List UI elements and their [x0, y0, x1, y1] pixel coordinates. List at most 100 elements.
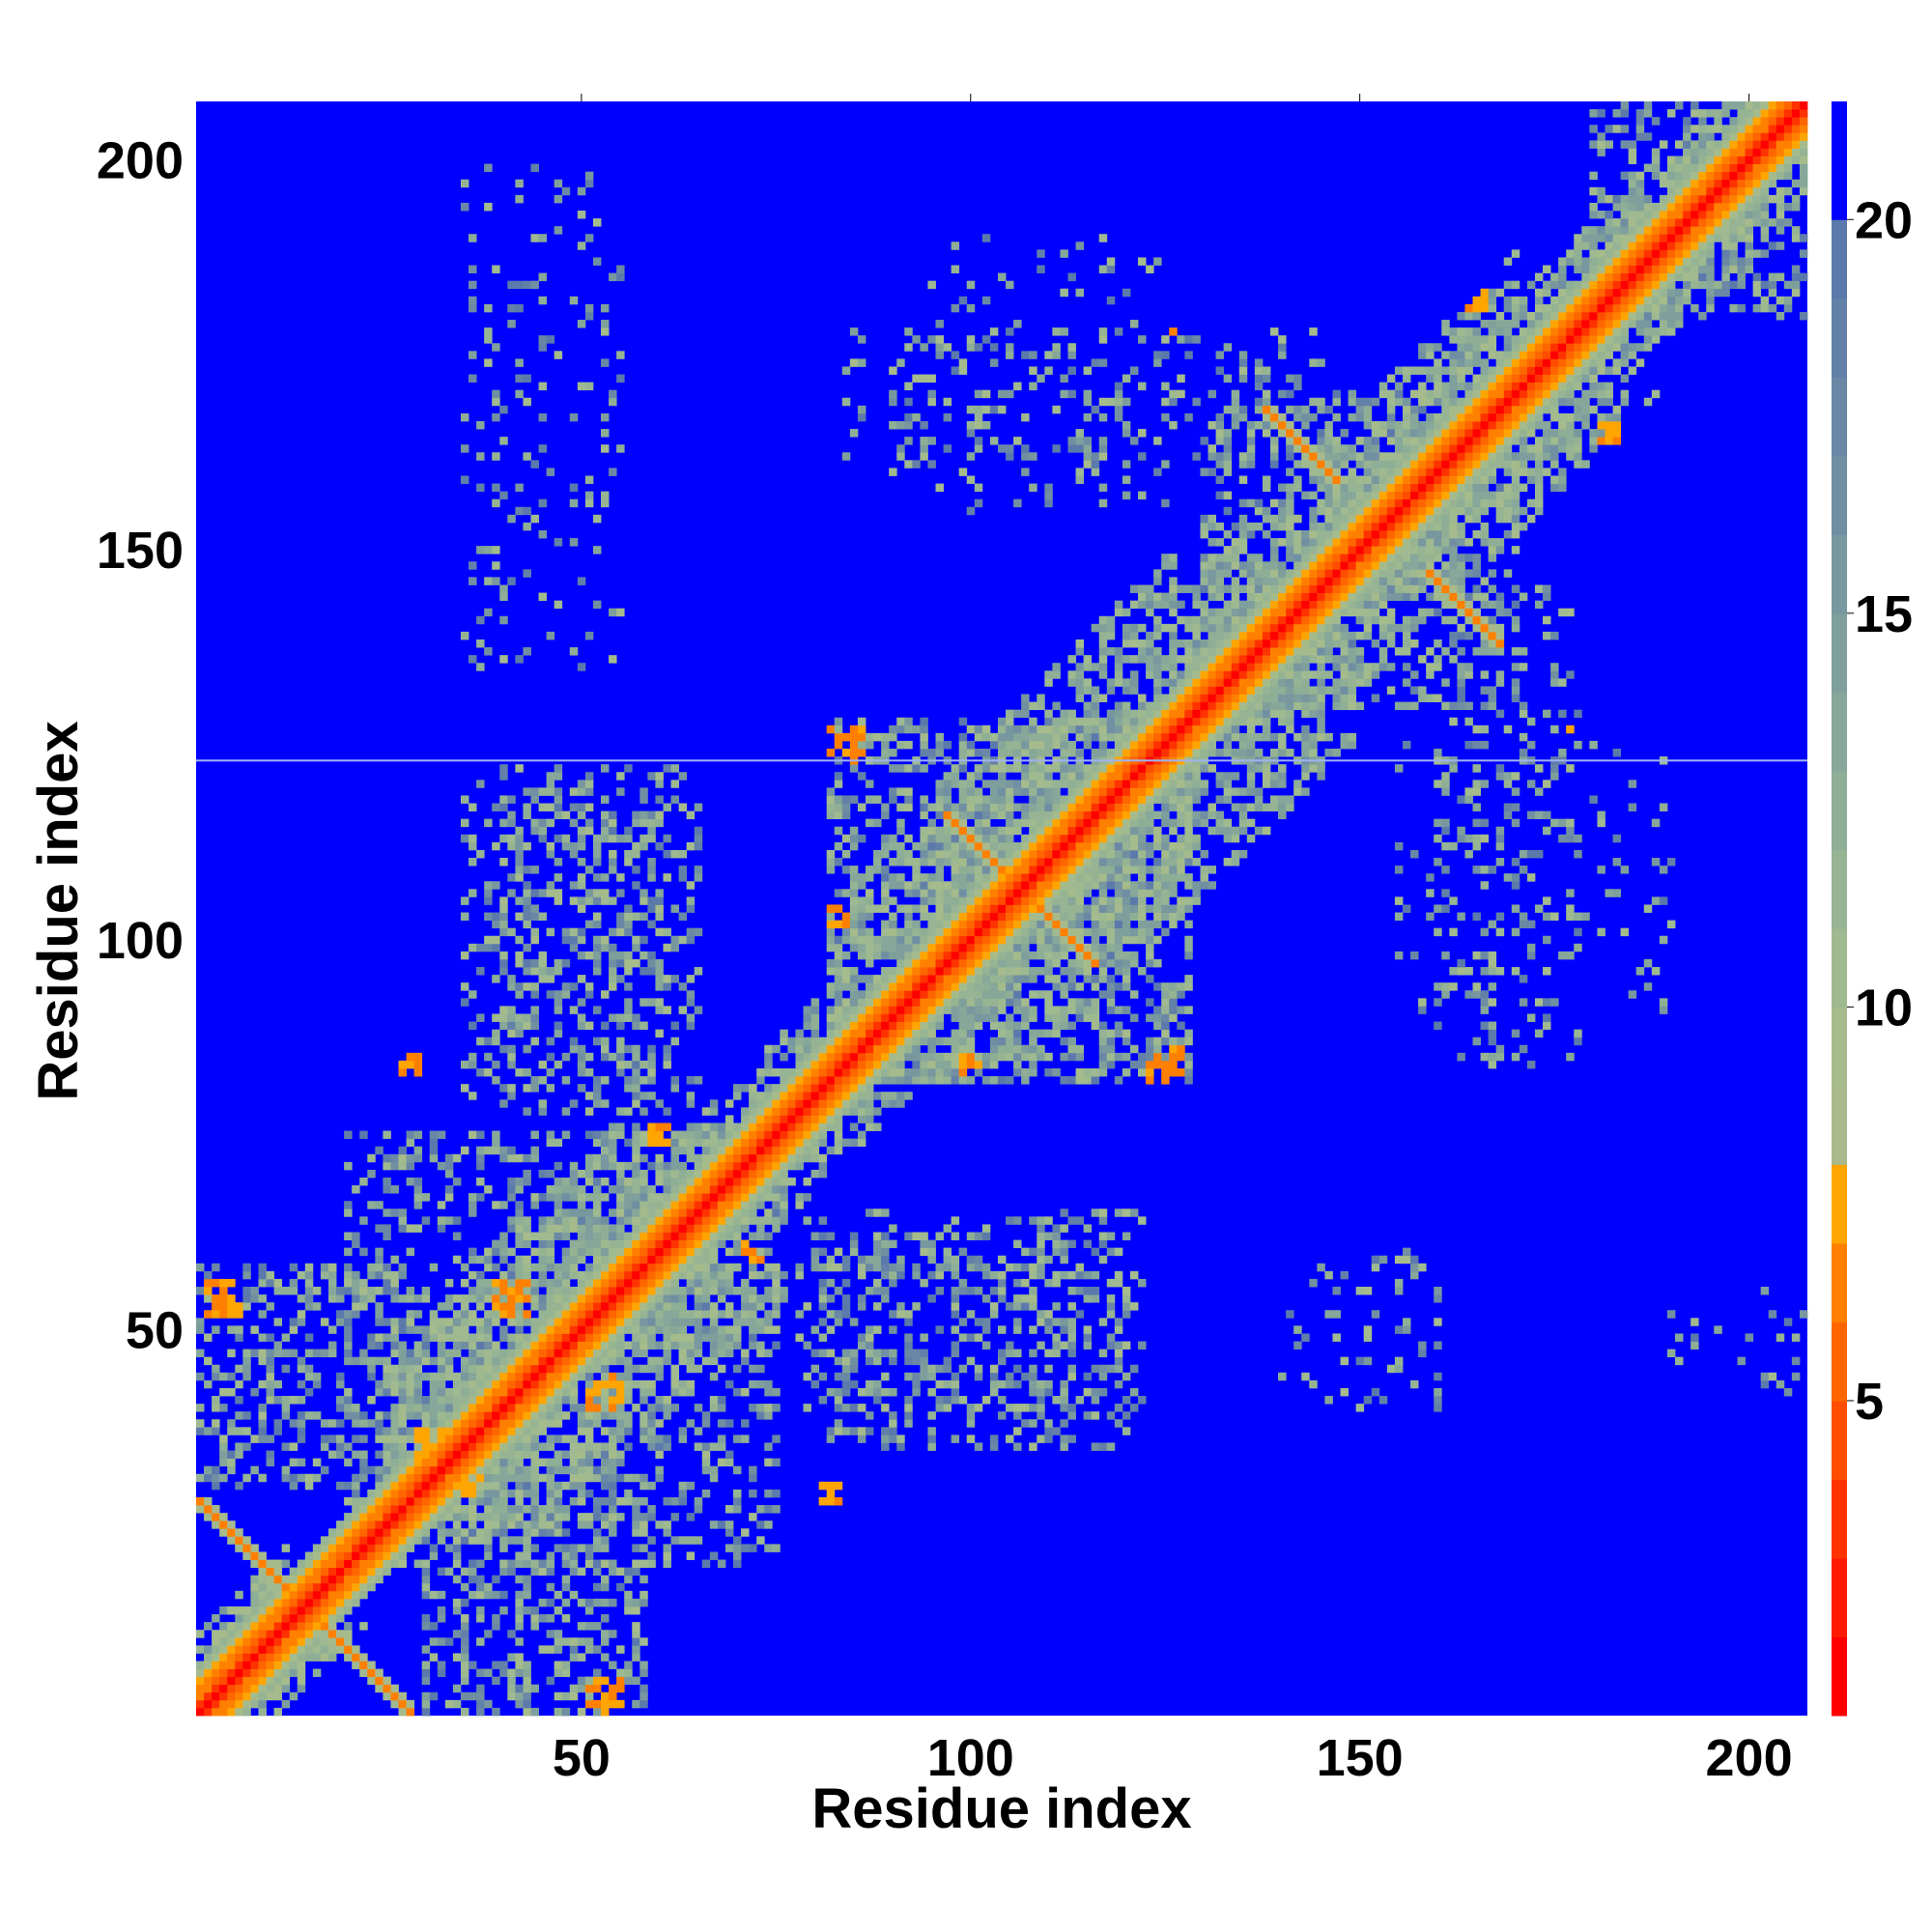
heatmap-cell — [523, 841, 531, 851]
heatmap-cell — [741, 1122, 750, 1131]
heatmap-cell — [546, 1349, 555, 1358]
heatmap-cell — [375, 1302, 384, 1311]
heatmap-cell — [469, 1356, 477, 1366]
heatmap-cell — [849, 834, 859, 843]
heatmap-cell — [492, 1513, 500, 1521]
heatmap-cell — [655, 1270, 664, 1280]
heatmap-cell — [896, 1302, 905, 1311]
heatmap-cell — [444, 1505, 454, 1514]
heatmap-cell — [974, 1318, 983, 1326]
heatmap-cell — [686, 1021, 696, 1031]
heatmap-cell — [212, 1520, 220, 1529]
heatmap-cell — [951, 935, 960, 945]
heatmap-cell — [554, 1302, 563, 1311]
heatmap-cell — [320, 1270, 329, 1280]
heatmap-cell — [344, 1442, 353, 1451]
heatmap-cell — [219, 1668, 228, 1678]
heatmap-cell — [912, 1372, 921, 1381]
heatmap-cell — [523, 1356, 531, 1366]
heatmap-cell — [523, 1676, 531, 1686]
heatmap-cell — [974, 1013, 983, 1022]
heatmap-cell — [803, 1178, 811, 1186]
heatmap-cell — [624, 1185, 633, 1194]
heatmap-cell — [756, 1216, 765, 1225]
heatmap-cell — [484, 912, 493, 922]
heatmap-cell — [530, 889, 539, 897]
heatmap-cell — [219, 1473, 228, 1483]
heatmap-cell — [920, 1021, 928, 1031]
heatmap-cell — [515, 912, 524, 922]
heatmap-cell — [219, 1294, 228, 1303]
heatmap-cell — [460, 1653, 469, 1662]
heatmap-cell — [469, 1567, 477, 1577]
heatmap-cell — [904, 1029, 913, 1038]
heatmap-cell — [569, 818, 579, 828]
heatmap-cell — [958, 366, 968, 375]
heatmap-cell — [367, 1294, 376, 1303]
heatmap-cell — [997, 787, 1007, 796]
heatmap-cell — [561, 990, 571, 999]
heatmap-cell — [258, 1684, 267, 1693]
heatmap-cell — [694, 1263, 703, 1272]
heatmap-cell — [421, 1294, 431, 1303]
heatmap-cell — [989, 764, 999, 773]
heatmap-cell — [235, 1379, 243, 1389]
heatmap-cell — [398, 1473, 407, 1483]
heatmap-cell — [320, 1419, 329, 1428]
heatmap-cell — [826, 1263, 836, 1272]
heatmap-cell — [609, 1287, 617, 1295]
heatmap-cell — [958, 920, 968, 929]
heatmap-cell — [554, 998, 563, 1007]
heatmap-cell — [538, 1239, 548, 1249]
heatmap-cell — [896, 849, 905, 859]
heatmap-cell — [632, 1178, 640, 1186]
heatmap-cell — [632, 1544, 640, 1552]
heatmap-cell — [795, 1029, 804, 1038]
heatmap-cell — [647, 1270, 656, 1280]
heatmap-cell — [647, 1318, 656, 1326]
heatmap-cell — [951, 1052, 960, 1062]
heatmap-cell — [958, 967, 968, 976]
heatmap-cell — [530, 982, 539, 991]
heatmap-cell — [592, 1178, 602, 1186]
heatmap-cell — [469, 280, 477, 290]
heatmap-cell — [499, 1496, 508, 1506]
heatmap-cell — [601, 795, 610, 804]
heatmap-cell — [795, 1201, 804, 1209]
heatmap-cell — [561, 1364, 571, 1374]
heatmap-cell — [920, 437, 928, 445]
heatmap-cell — [484, 889, 493, 897]
heatmap-cell — [826, 967, 836, 976]
heatmap-cell — [686, 1201, 696, 1209]
heatmap-cell — [515, 1481, 524, 1491]
heatmap-cell — [647, 1341, 656, 1350]
heatmap-cell — [989, 841, 999, 851]
heatmap-cell — [492, 1310, 500, 1319]
heatmap-cell — [530, 1427, 539, 1435]
heatmap-cell — [609, 1255, 617, 1264]
heatmap-cell — [904, 912, 913, 922]
heatmap-cell — [834, 1092, 843, 1100]
heatmap-cell — [196, 1318, 205, 1326]
heatmap-cell — [881, 1052, 890, 1062]
heatmap-cell — [250, 1598, 259, 1607]
heatmap-cell — [554, 1435, 563, 1443]
heatmap-cell — [966, 280, 976, 290]
heatmap-cell — [927, 1294, 936, 1303]
heatmap-cell — [678, 1481, 688, 1491]
heatmap-cell — [904, 1341, 913, 1350]
heatmap-cell — [686, 1387, 696, 1397]
heatmap-cell — [826, 795, 836, 804]
heatmap-cell — [889, 990, 897, 999]
heatmap-cell — [857, 896, 867, 905]
heatmap-cell — [639, 1684, 648, 1693]
heatmap-cell — [935, 904, 944, 913]
heatmap-cell — [499, 437, 508, 445]
heatmap-cell — [336, 1605, 345, 1615]
heatmap-cell — [639, 1411, 648, 1420]
heatmap-cell — [841, 1302, 851, 1311]
heatmap-cell — [694, 1247, 703, 1257]
heatmap-cell — [577, 841, 586, 851]
heatmap-cell — [663, 1107, 671, 1116]
heatmap-cell — [632, 1130, 640, 1140]
